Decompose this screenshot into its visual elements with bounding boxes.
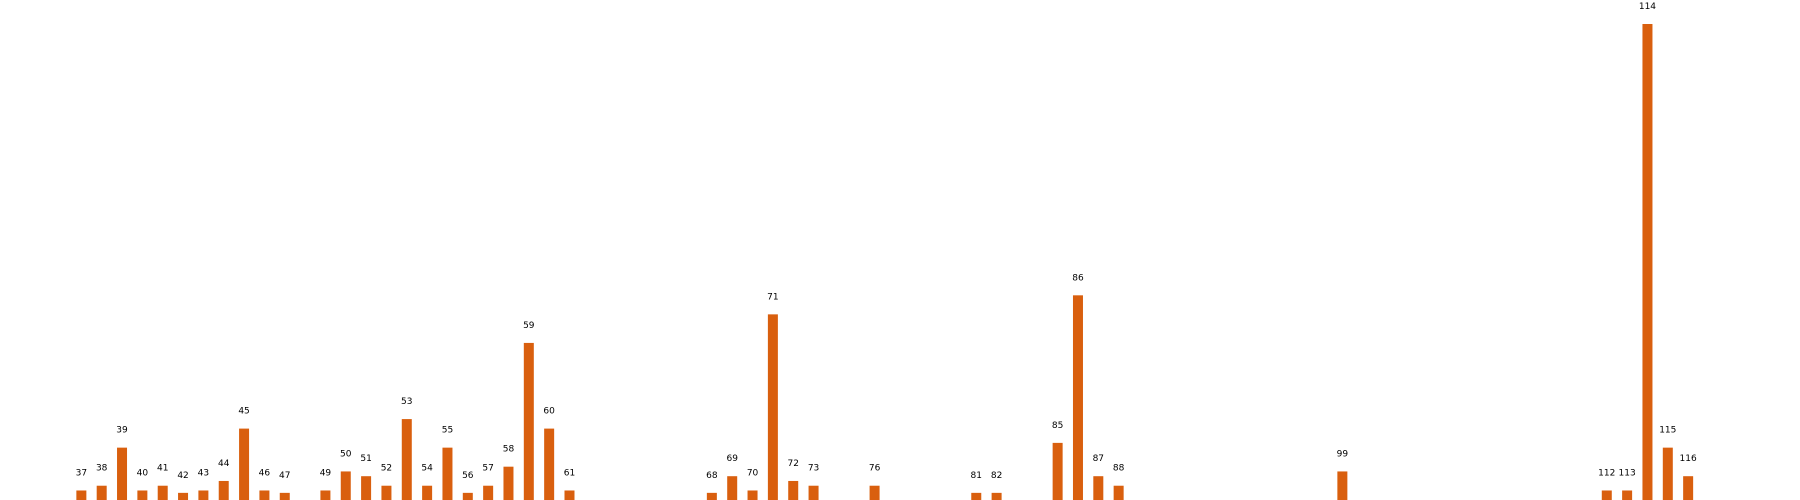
bar-71 (767, 314, 778, 500)
bar-label-41: 41 (157, 464, 168, 474)
bar-42 (178, 492, 189, 500)
bar-50 (340, 471, 351, 500)
bar-label-86: 86 (1072, 273, 1084, 283)
bar-label-58: 58 (503, 445, 515, 455)
bar-label-37: 37 (76, 468, 87, 478)
bar-40 (137, 490, 148, 500)
bar-label-113: 113 (1619, 468, 1636, 478)
bar-label-57: 57 (482, 464, 493, 474)
bar-label-44: 44 (218, 459, 230, 469)
bar-51 (361, 476, 372, 500)
bar-label-72: 72 (787, 459, 798, 469)
bar-label-38: 38 (96, 464, 108, 474)
bar-76 (869, 485, 880, 500)
bar-label-45: 45 (238, 407, 249, 417)
bar-label-59: 59 (523, 321, 535, 331)
bar-58 (503, 466, 514, 500)
bar-37 (76, 490, 87, 500)
bar-label-42: 42 (177, 471, 188, 481)
bar-61 (564, 490, 575, 500)
bar-116 (1683, 476, 1694, 500)
bar-label-115: 115 (1659, 426, 1676, 436)
bar-label-56: 56 (462, 471, 474, 481)
bar-55 (442, 447, 453, 500)
bar-label-116: 116 (1680, 454, 1697, 464)
bar-52 (381, 485, 392, 500)
bar-label-53: 53 (401, 397, 412, 407)
bar-87 (1093, 476, 1104, 500)
bar-label-40: 40 (137, 468, 149, 478)
bar-72 (788, 480, 799, 500)
bar-label-82: 82 (991, 471, 1002, 481)
bar-45 (239, 428, 250, 500)
bar-38 (96, 485, 107, 500)
bar-54 (422, 485, 433, 500)
bar-68 (706, 492, 717, 500)
bar-49 (320, 490, 331, 500)
bar-label-76: 76 (869, 464, 881, 474)
bar-labels-group: 37 38 39 40 41 42 43 44 45 46 47 49 50 51 52 53 54 55 56 57… (76, 2, 1697, 481)
bar-label-51: 51 (360, 454, 371, 464)
bar-label-88: 88 (1113, 464, 1125, 474)
bar-43 (198, 490, 209, 500)
bar-81 (971, 492, 982, 500)
bar-47 (279, 492, 290, 500)
bar-label-81: 81 (971, 471, 982, 481)
bar-label-46: 46 (259, 468, 271, 478)
bar-label-71: 71 (767, 292, 778, 302)
bars-group (76, 24, 1694, 500)
bar-label-52: 52 (381, 464, 392, 474)
bar-label-87: 87 (1093, 454, 1104, 464)
bar-112 (1601, 490, 1612, 500)
bar-69 (727, 476, 738, 500)
bar-label-70: 70 (747, 468, 759, 478)
bar-99 (1337, 471, 1348, 500)
bar-label-54: 54 (421, 464, 433, 474)
bar-57 (483, 485, 494, 500)
bar-label-112: 112 (1598, 468, 1615, 478)
bar-46 (259, 490, 270, 500)
bar-59 (523, 342, 534, 500)
bar-86 (1072, 295, 1083, 500)
bar-82 (991, 492, 1002, 500)
bar-85 (1052, 442, 1063, 500)
bar-53 (401, 419, 412, 500)
bar-114 (1642, 24, 1653, 500)
bar-56 (462, 492, 473, 500)
bar-88 (1113, 485, 1124, 500)
bar-113 (1622, 490, 1633, 500)
bar-label-69: 69 (726, 454, 738, 464)
bar-label-61: 61 (564, 468, 575, 478)
bar-44 (218, 480, 229, 500)
bar-70 (747, 490, 758, 500)
bar-39 (117, 447, 128, 500)
bar-label-50: 50 (340, 449, 352, 459)
bar-label-39: 39 (116, 426, 128, 436)
bar-label-49: 49 (320, 468, 332, 478)
bar-label-114: 114 (1639, 2, 1656, 12)
bar-label-55: 55 (442, 426, 453, 436)
bar-label-73: 73 (808, 464, 819, 474)
bar-label-99: 99 (1337, 449, 1349, 459)
bar-73 (808, 485, 819, 500)
bar-60 (544, 428, 555, 500)
bar-label-43: 43 (198, 468, 209, 478)
bar-label-85: 85 (1052, 421, 1063, 431)
bar-label-68: 68 (706, 471, 718, 481)
bar-41 (157, 485, 168, 500)
bar-label-47: 47 (279, 471, 290, 481)
bar-115 (1662, 447, 1673, 500)
bar-label-60: 60 (543, 407, 555, 417)
